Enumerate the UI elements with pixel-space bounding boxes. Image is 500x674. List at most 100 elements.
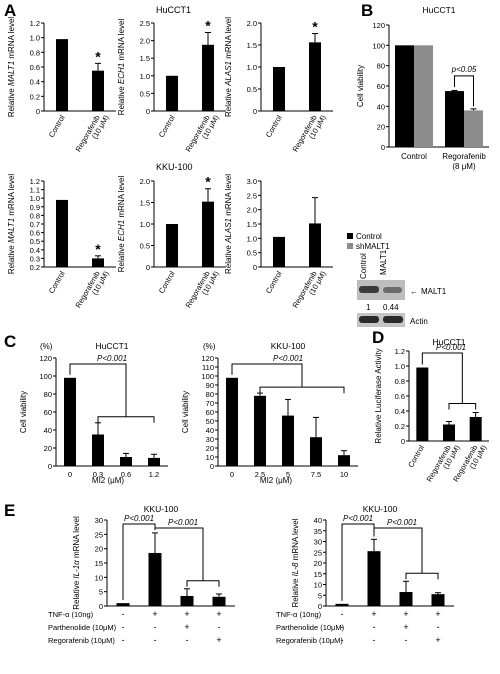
significance-bracket bbox=[186, 580, 220, 587]
y-tick-label: 0.4 bbox=[30, 78, 40, 87]
y-tick-label: 20 bbox=[314, 559, 322, 568]
significance-bracket bbox=[259, 386, 345, 394]
y-tick-label: 80 bbox=[377, 62, 385, 71]
y-tick-label: 0.2 bbox=[30, 263, 40, 272]
y-tick-label: 1.0 bbox=[140, 72, 150, 81]
panel-label-e: E bbox=[4, 501, 15, 520]
y-tick-label: 20 bbox=[377, 123, 385, 132]
y-tick-label: 70 bbox=[206, 399, 214, 408]
y-tick-label: 1.0 bbox=[395, 362, 405, 371]
y-tick-label: 40 bbox=[377, 102, 385, 111]
legend-b: Control shMALT1 bbox=[347, 232, 390, 251]
x-tick-label: 0 bbox=[230, 470, 234, 479]
significance-bracket bbox=[122, 523, 156, 601]
significance-bracket bbox=[69, 363, 127, 417]
y-tick-label: 1.2 bbox=[30, 177, 40, 186]
x-tick-label: Control bbox=[264, 269, 284, 295]
x-tick-label: 0 bbox=[68, 470, 72, 479]
bar-shmalt1 bbox=[414, 45, 433, 148]
significance-star: * bbox=[95, 48, 101, 64]
panel-a-row1-title: HuCCT1 bbox=[156, 5, 191, 15]
p-value-label: P<0.001 bbox=[343, 514, 373, 523]
treatment-sign: + bbox=[184, 622, 189, 632]
y-tick-label: 0.6 bbox=[30, 63, 40, 72]
treatment-sign: + bbox=[184, 609, 189, 619]
y-tick-label: 1.1 bbox=[30, 186, 40, 195]
y-tick-label: 5 bbox=[99, 588, 103, 597]
bar bbox=[431, 594, 445, 606]
blot-label-actin: Actin bbox=[410, 317, 428, 326]
treatment-sign: + bbox=[216, 635, 221, 645]
panel-c2-percent: (%) bbox=[203, 342, 216, 351]
treatment-sign: + bbox=[403, 609, 408, 619]
chart-title: HuCCT1 bbox=[422, 5, 455, 15]
bar-control bbox=[445, 91, 464, 147]
x-tick-label: Control bbox=[157, 113, 177, 139]
y-tick-label: 120 bbox=[39, 354, 52, 363]
y-tick-label: 25 bbox=[95, 530, 103, 539]
y-tick-label: 1.5 bbox=[140, 199, 150, 208]
chart-title: KKU-100 bbox=[363, 504, 398, 514]
x-tick-label: 0.6 bbox=[121, 470, 131, 479]
y-tick-label: 2.5 bbox=[247, 191, 257, 200]
treatment-sign: + bbox=[435, 635, 440, 645]
treatment-sign: - bbox=[341, 635, 344, 645]
bar bbox=[282, 415, 294, 466]
x-tick-label: 5 bbox=[286, 470, 290, 479]
y-axis-label: Relative MALT1 mRNA level bbox=[7, 17, 16, 118]
legend-swatch-shmalt1 bbox=[347, 243, 353, 249]
y-tick-label: 0 bbox=[146, 263, 150, 272]
y-tick-label: 35 bbox=[314, 527, 322, 536]
y-axis-label: Relative IL-1α mRNA level bbox=[72, 516, 81, 610]
y-tick-label: 110 bbox=[202, 363, 214, 372]
significance-bracket bbox=[97, 416, 155, 423]
y-tick-label: 1.0 bbox=[247, 234, 257, 243]
bar bbox=[92, 70, 104, 111]
treatment-sign: - bbox=[122, 609, 125, 619]
y-tick-label: 3.0 bbox=[247, 177, 257, 186]
bar bbox=[148, 552, 162, 606]
treatment-sign: - bbox=[373, 622, 376, 632]
p-value-label: P<0.001 bbox=[387, 518, 417, 527]
y-tick-label: 1.5 bbox=[247, 220, 257, 229]
y-tick-label: 2.0 bbox=[247, 19, 257, 28]
bar-control bbox=[395, 45, 414, 148]
bar bbox=[399, 592, 413, 606]
y-tick-label: 0 bbox=[210, 462, 214, 471]
bar bbox=[56, 199, 68, 267]
blot-lane-control: Control bbox=[359, 253, 368, 279]
x-tick-label: Control bbox=[47, 269, 67, 295]
x-tick-label: 7.5 bbox=[311, 470, 321, 479]
y-tick-label: 2.0 bbox=[140, 177, 150, 186]
y-tick-label: 100 bbox=[372, 41, 385, 50]
western-blot: Control MALT1 ← MALT1 1 0.44 Actin bbox=[357, 249, 447, 327]
treatment-sign: - bbox=[341, 622, 344, 632]
panel-e2-treat-regorafenib: Regorafenib (10μM) bbox=[276, 636, 343, 645]
bar bbox=[116, 603, 130, 606]
y-tick-label: 0.3 bbox=[30, 254, 40, 263]
y-tick-label: 2.0 bbox=[247, 206, 257, 215]
treatment-sign: - bbox=[437, 622, 440, 632]
panel-e1-treat-parthenolide: Parthenolide (10μM) bbox=[48, 623, 117, 632]
treatment-sign: + bbox=[371, 609, 376, 619]
y-tick-label: 0.5 bbox=[140, 242, 150, 251]
y-tick-label: 0 bbox=[401, 437, 405, 446]
y-axis-label: Cell viability bbox=[181, 391, 190, 433]
bar bbox=[120, 457, 132, 466]
panel-c2-xlabel: MI2 (μM) bbox=[260, 476, 292, 485]
blot-value-control: 1 bbox=[366, 303, 371, 312]
panel-e1-treat-regorafenib: Regorafenib (10μM) bbox=[48, 636, 115, 645]
chart-title: HuCCT1 bbox=[95, 341, 128, 351]
y-tick-label: 0.6 bbox=[30, 229, 40, 238]
treatment-sign: + bbox=[435, 609, 440, 619]
y-tick-label: 25 bbox=[314, 548, 322, 557]
y-axis-label: Relative ECH1 mRNA level bbox=[117, 19, 126, 116]
blot-band bbox=[359, 316, 379, 323]
y-tick-label: 30 bbox=[314, 538, 322, 547]
bar bbox=[310, 437, 322, 466]
y-tick-label: 0 bbox=[48, 462, 52, 471]
treatment-sign: - bbox=[186, 635, 189, 645]
bar bbox=[416, 367, 429, 441]
y-axis-label: Relative MALT1 mRNA level bbox=[7, 174, 16, 275]
y-tick-label: 40 bbox=[206, 426, 214, 435]
